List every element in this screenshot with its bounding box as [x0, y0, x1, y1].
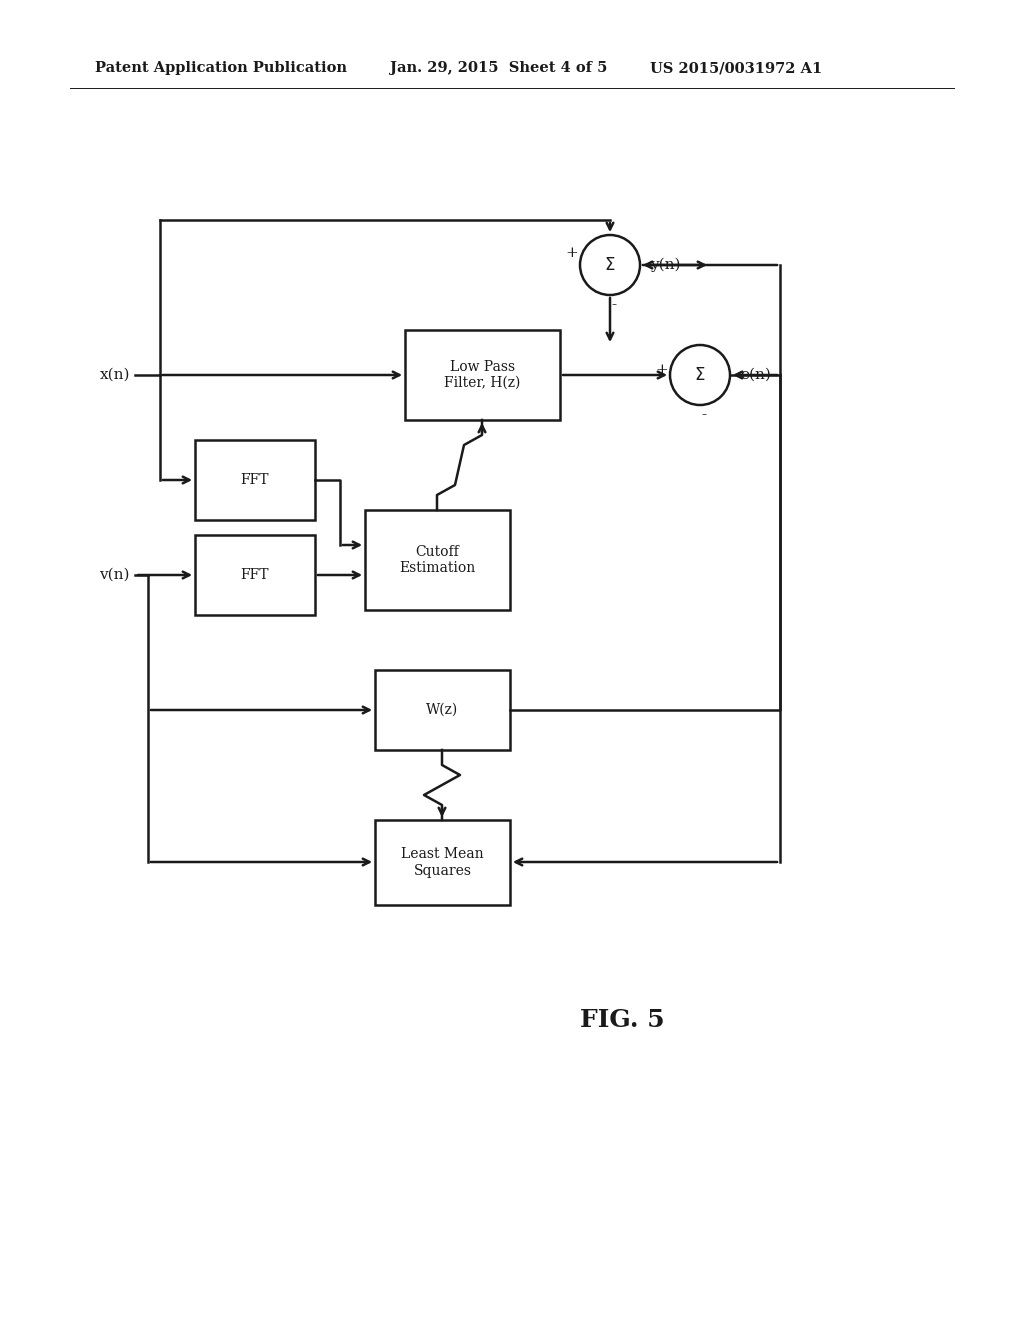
Bar — [195, 535, 315, 615]
Text: Jan. 29, 2015  Sheet 4 of 5: Jan. 29, 2015 Sheet 4 of 5 — [390, 61, 607, 75]
Bar — [195, 440, 315, 520]
Bar — [375, 671, 510, 750]
Text: x(n): x(n) — [99, 368, 130, 381]
Bar — [375, 820, 510, 906]
Text: FFT: FFT — [241, 473, 269, 487]
Bar — [365, 510, 510, 610]
Bar — [406, 330, 560, 420]
Text: Patent Application Publication: Patent Application Publication — [95, 61, 347, 75]
Text: $\Sigma$: $\Sigma$ — [604, 256, 615, 273]
Text: e(n): e(n) — [740, 368, 771, 381]
Text: -: - — [611, 298, 616, 312]
Text: FIG. 5: FIG. 5 — [580, 1008, 665, 1032]
Text: Least Mean
Squares: Least Mean Squares — [401, 847, 483, 878]
Text: W(z): W(z) — [426, 704, 459, 717]
Text: FFT: FFT — [241, 568, 269, 582]
Text: +: + — [565, 246, 579, 260]
Text: +: + — [655, 363, 669, 378]
Text: -: - — [701, 408, 707, 422]
Text: y(n): y(n) — [650, 257, 681, 272]
Text: v(n): v(n) — [99, 568, 130, 582]
Text: Low Pass
Filter, H(z): Low Pass Filter, H(z) — [444, 360, 520, 391]
Text: US 2015/0031972 A1: US 2015/0031972 A1 — [650, 61, 822, 75]
Text: $\Sigma$: $\Sigma$ — [694, 367, 706, 384]
Text: Cutoff
Estimation: Cutoff Estimation — [399, 545, 475, 576]
